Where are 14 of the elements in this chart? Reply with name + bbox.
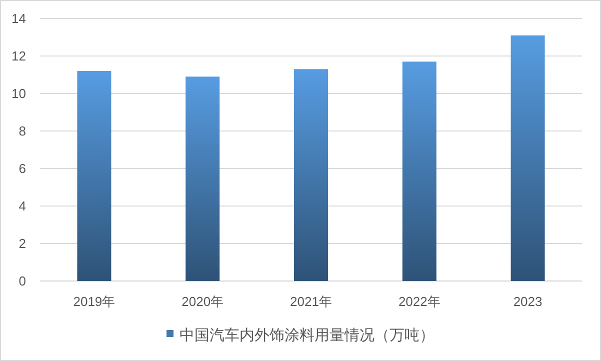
y-tick-label: 10 (12, 86, 26, 101)
x-tick-label: 2019年 (73, 294, 116, 309)
x-tick-label: 2022年 (398, 294, 440, 309)
x-tick-label: 2021年 (290, 294, 332, 309)
y-tick-label: 14 (12, 11, 26, 26)
y-tick-label: 0 (18, 274, 26, 288)
y-tick-label: 6 (18, 161, 26, 176)
y-tick-label: 2 (18, 236, 26, 251)
y-tick-label: 12 (12, 48, 26, 64)
y-tick-label: 8 (18, 124, 26, 138)
y-tick-label: 4 (18, 198, 26, 214)
legend-label: 中国汽车内外饰涂料用量情况（万吨） (180, 327, 434, 344)
x-tick-label: 2020年 (182, 294, 224, 309)
x-tick-label: 2023 (513, 294, 542, 309)
